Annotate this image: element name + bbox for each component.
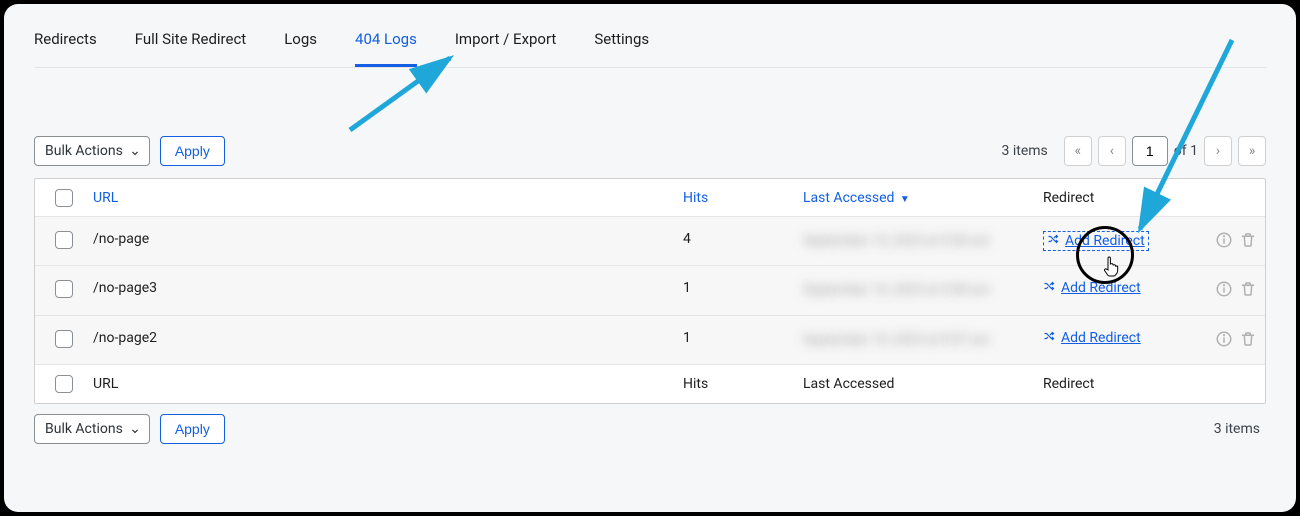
pager-next-button[interactable]: › (1204, 136, 1232, 166)
pager-page-input[interactable] (1132, 136, 1168, 166)
tab-import-export[interactable]: Import / Export (455, 30, 557, 67)
tab-redirects[interactable]: Redirects (34, 30, 97, 67)
trash-icon[interactable] (1239, 330, 1257, 348)
url-cell: /no-page3 (85, 280, 675, 296)
column-url[interactable]: URL (93, 190, 118, 206)
add-redirect-label: Add Redirect (1061, 330, 1141, 346)
column-url-footer: URL (93, 376, 118, 392)
bulk-actions-select[interactable]: Bulk Actions ⌄ (34, 136, 150, 166)
column-redirect-footer: Redirect (1043, 376, 1094, 392)
bulk-actions-label: Bulk Actions (45, 143, 123, 159)
table-row: /no-page2 1 September 15, 2023 at 9:07 a… (35, 316, 1265, 365)
toolbar-right-bottom: 3 items (1214, 421, 1266, 437)
tab-full-site-redirect[interactable]: Full Site Redirect (135, 30, 247, 67)
hits-cell: 4 (675, 231, 795, 247)
row-actions (1195, 231, 1265, 249)
toolbar-right: 3 items « ‹ of 1 › » (1002, 136, 1266, 166)
shuffle-icon (1043, 330, 1055, 346)
row-actions (1195, 330, 1265, 348)
apply-button[interactable]: Apply (160, 136, 225, 166)
pager-first-button[interactable]: « (1064, 136, 1092, 166)
row-checkbox[interactable] (55, 280, 73, 298)
shuffle-icon (1047, 233, 1059, 249)
pager-prev-button[interactable]: ‹ (1098, 136, 1126, 166)
pager-of-text: of 1 (1174, 143, 1198, 159)
row-checkbox[interactable] (55, 330, 73, 348)
tab-bar: Redirects Full Site Redirect Logs 404 Lo… (34, 30, 1266, 68)
shuffle-icon (1043, 280, 1055, 296)
url-cell: /no-page (85, 231, 675, 247)
table-row: /no-page 4 September 15, 2023 at 9:08 am… (35, 217, 1265, 266)
bulk-actions-select-bottom[interactable]: Bulk Actions ⌄ (34, 414, 150, 444)
last-accessed-cell: September 15, 2023 at 9:07 am (795, 330, 1035, 350)
select-all-checkbox-footer[interactable] (55, 375, 73, 393)
table-header-row: URL Hits Last Accessed ▼ Redirect (35, 179, 1265, 217)
tab-logs[interactable]: Logs (284, 30, 317, 67)
column-redirect: Redirect (1043, 190, 1094, 206)
select-all-checkbox[interactable] (55, 189, 73, 207)
last-accessed-cell: September 15, 2023 at 9:08 am (795, 280, 1035, 300)
toolbar-top: Bulk Actions ⌄ Apply 3 items « ‹ of 1 › … (34, 136, 1266, 166)
chevron-down-icon: ⌄ (129, 143, 141, 159)
trash-icon[interactable] (1239, 280, 1257, 298)
toolbar-left-bottom: Bulk Actions ⌄ Apply (34, 414, 225, 444)
add-redirect-link[interactable]: Add Redirect (1043, 231, 1149, 251)
items-count: 3 items (1002, 143, 1048, 159)
toolbar-bottom: Bulk Actions ⌄ Apply 3 items (34, 414, 1266, 444)
items-count-bottom: 3 items (1214, 421, 1260, 437)
add-redirect-link[interactable]: Add Redirect (1043, 280, 1141, 296)
column-hits[interactable]: Hits (683, 190, 708, 206)
pager-last-button[interactable]: » (1238, 136, 1266, 166)
logs-table: URL Hits Last Accessed ▼ Redirect /no-pa… (34, 178, 1266, 404)
column-last-accessed-footer: Last Accessed (803, 376, 894, 392)
toolbar-left: Bulk Actions ⌄ Apply (34, 136, 225, 166)
trash-icon[interactable] (1239, 231, 1257, 249)
tab-404-logs[interactable]: 404 Logs (355, 30, 417, 67)
add-redirect-label: Add Redirect (1061, 280, 1141, 296)
pager: « ‹ of 1 › » (1064, 136, 1266, 166)
info-icon[interactable] (1215, 280, 1233, 298)
column-last-accessed[interactable]: Last Accessed ▼ (803, 190, 910, 206)
add-redirect-link[interactable]: Add Redirect (1043, 330, 1141, 346)
sort-desc-icon: ▼ (900, 194, 910, 205)
hits-cell: 1 (675, 280, 795, 296)
info-icon[interactable] (1215, 330, 1233, 348)
info-icon[interactable] (1215, 231, 1233, 249)
table-footer-row: URL Hits Last Accessed Redirect (35, 365, 1265, 403)
last-accessed-cell: September 15, 2023 at 9:08 am (795, 231, 1035, 251)
chevron-down-icon: ⌄ (129, 421, 141, 437)
url-cell: /no-page2 (85, 330, 675, 346)
apply-button-bottom[interactable]: Apply (160, 414, 225, 444)
tab-settings[interactable]: Settings (594, 30, 649, 67)
row-actions (1195, 280, 1265, 298)
table-row: /no-page3 1 September 15, 2023 at 9:08 a… (35, 266, 1265, 315)
hits-cell: 1 (675, 330, 795, 346)
settings-panel: Redirects Full Site Redirect Logs 404 Lo… (4, 4, 1296, 512)
bulk-actions-label-bottom: Bulk Actions (45, 421, 123, 437)
column-hits-footer: Hits (683, 376, 708, 392)
row-checkbox[interactable] (55, 231, 73, 249)
add-redirect-label: Add Redirect (1065, 233, 1145, 249)
